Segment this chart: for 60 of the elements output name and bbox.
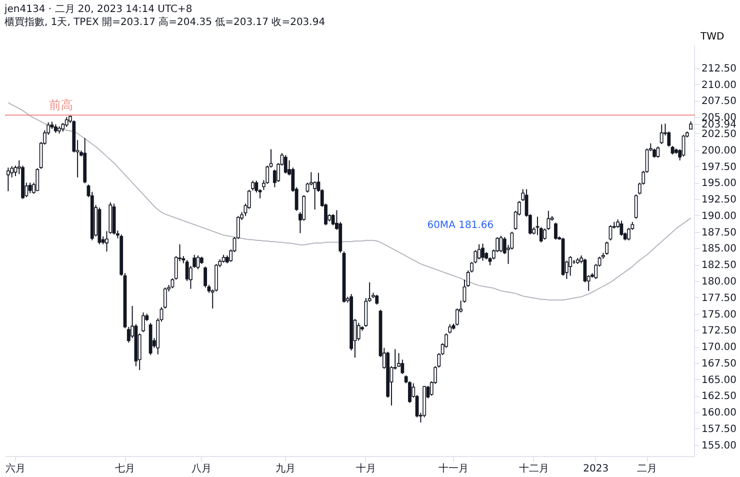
candlestick (251, 180, 254, 192)
candlestick (481, 243, 484, 262)
y-tick-label: 177.50 (702, 292, 736, 304)
chart-title: jen4134 · 二月 20, 2023 14:14 UTC+8 (4, 4, 192, 15)
candlestick (28, 182, 32, 194)
x-tick-label: 八月 (192, 464, 212, 474)
y-tick-label: 180.00 (702, 276, 736, 288)
annotation: 60MA 181.66 (427, 220, 494, 231)
candlestick (605, 241, 609, 256)
candlestick (36, 168, 40, 192)
y-tick-label: 167.50 (702, 358, 736, 370)
ref-line-label: 前高 (49, 98, 73, 112)
candlestick (6, 167, 10, 192)
x-tick-label: 九月 (276, 462, 296, 474)
y-tick-label: 165.00 (702, 374, 736, 386)
y-tick-label: 192.50 (702, 194, 736, 206)
y-tick-label: 162.50 (702, 391, 736, 402)
y-tick-label: 197.50 (702, 162, 736, 173)
y-tick-label: 170.00 (702, 342, 736, 354)
candlestick (375, 294, 379, 306)
x-tick-label: 十一月 (438, 462, 469, 474)
y-tick-label: 212.50 (702, 63, 736, 74)
candlestick (554, 222, 558, 240)
y-tick-label: 175.00 (702, 309, 736, 320)
y-tick-label: 185.00 (702, 244, 736, 255)
x-tick-label: 六月 (5, 462, 26, 474)
candlestick (142, 312, 145, 333)
x-tick-label: 二月 (637, 464, 657, 474)
x-tick-label: 七月 (115, 462, 136, 474)
candlestick (356, 322, 360, 342)
candlestick (64, 116, 68, 128)
y-tick-label: 202.50 (702, 128, 736, 140)
y-tick-label: 187.50 (702, 227, 736, 238)
y-tick-label: 210.00 (702, 80, 736, 91)
y-tick-label: 182.50 (702, 260, 736, 272)
y-tick-label: 190.00 (702, 210, 736, 222)
candlestick (660, 124, 664, 144)
y-tick-label: 200.00 (702, 145, 736, 156)
y-tick-label: 172.50 (702, 326, 736, 337)
y-tick-label: 160.00 (702, 408, 736, 419)
candlestick (682, 134, 686, 157)
candlestick (608, 224, 612, 241)
candlestick (331, 214, 335, 226)
x-tick-label: 2023 (583, 464, 609, 474)
y-tick-label: 203.94 (702, 120, 736, 131)
candlestick (448, 324, 452, 334)
candlestick (284, 154, 288, 174)
candlestick (568, 256, 572, 276)
y-tick-label: 155.00 (702, 440, 736, 452)
candlestick (656, 146, 660, 158)
y-tick-label: 207.50 (702, 96, 736, 108)
x-tick-label: 十二月 (518, 462, 549, 474)
y-axis-title: TWD (700, 32, 724, 42)
candlestick (477, 244, 481, 260)
chart-subtitle: 櫃買指數, 1天, TPEX 開=203.17 高=204.35 低=203.17 收=203.94 (4, 16, 326, 28)
candlestick (620, 220, 624, 236)
candlestick (634, 194, 638, 220)
x-tick-label: 十月 (356, 462, 376, 474)
y-tick-label: 195.00 (702, 178, 736, 190)
y-tick-label: 157.50 (702, 424, 736, 435)
